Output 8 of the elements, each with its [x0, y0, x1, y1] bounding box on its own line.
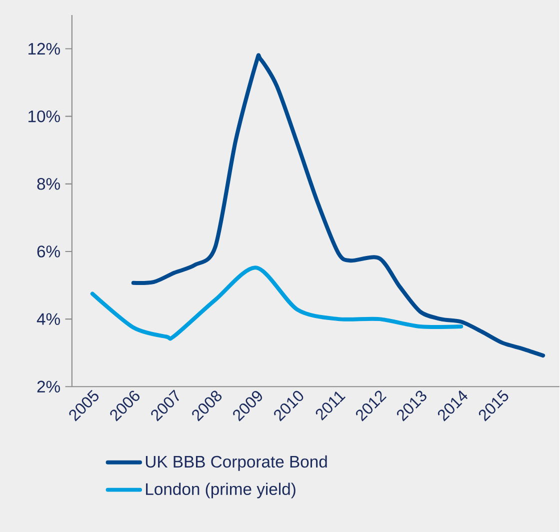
y-tick-label: 10%: [28, 110, 60, 122]
y-tick-label: 6%: [37, 245, 60, 258]
y-tick-label: 2%: [37, 380, 60, 392]
y-tick-label: 12%: [28, 42, 60, 54]
y-tick-label: 8%: [37, 178, 60, 190]
legend-label: London (prime yield): [146, 482, 296, 498]
legend-label: UK BBB Corporate Bond: [146, 455, 327, 471]
y-tick-label: 4%: [36, 312, 60, 325]
